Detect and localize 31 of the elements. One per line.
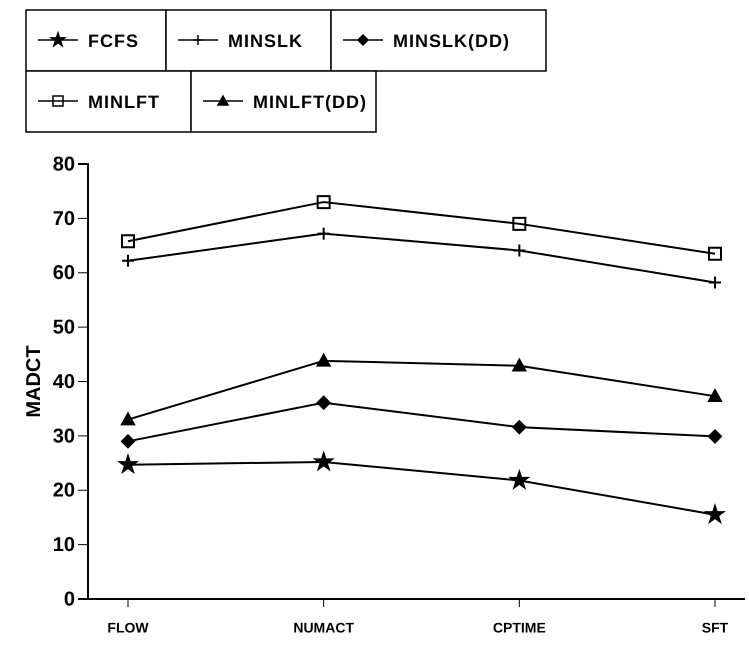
point xyxy=(512,358,526,372)
point xyxy=(708,429,722,444)
legend-label: MINSLK xyxy=(228,31,303,51)
y-tick-label: 20 xyxy=(52,480,75,502)
x-tick-label: CPTIME xyxy=(492,619,546,636)
y-tick-label: 70 xyxy=(52,208,75,230)
point xyxy=(708,246,722,261)
point xyxy=(708,389,722,402)
x-tick-label: NUMACT xyxy=(293,619,354,636)
x-tick-label: FLOW xyxy=(107,619,150,636)
y-tick-label: 50 xyxy=(52,316,75,339)
legend-label: MINLFT(DD) xyxy=(253,92,367,112)
point xyxy=(512,420,526,434)
point xyxy=(512,216,526,231)
point xyxy=(316,354,331,367)
y-tick-label: 40 xyxy=(52,370,75,393)
x-tick-label: SFT xyxy=(702,619,729,636)
legend-label: MINLFT xyxy=(88,92,160,112)
point xyxy=(121,412,135,426)
point xyxy=(121,234,135,248)
point xyxy=(316,195,331,210)
y-axis-title: MADCT xyxy=(23,345,45,418)
y-tick-label: 0 xyxy=(64,588,75,610)
y-tick-label: 10 xyxy=(52,534,75,556)
legend-label: MINSLK(DD) xyxy=(393,31,510,51)
y-tick-label: 80 xyxy=(52,153,75,176)
point xyxy=(316,396,331,410)
legend-label: FCFS xyxy=(88,31,139,51)
y-tick-label: 60 xyxy=(52,262,75,284)
point xyxy=(121,434,135,448)
y-tick-label: 30 xyxy=(52,425,75,448)
